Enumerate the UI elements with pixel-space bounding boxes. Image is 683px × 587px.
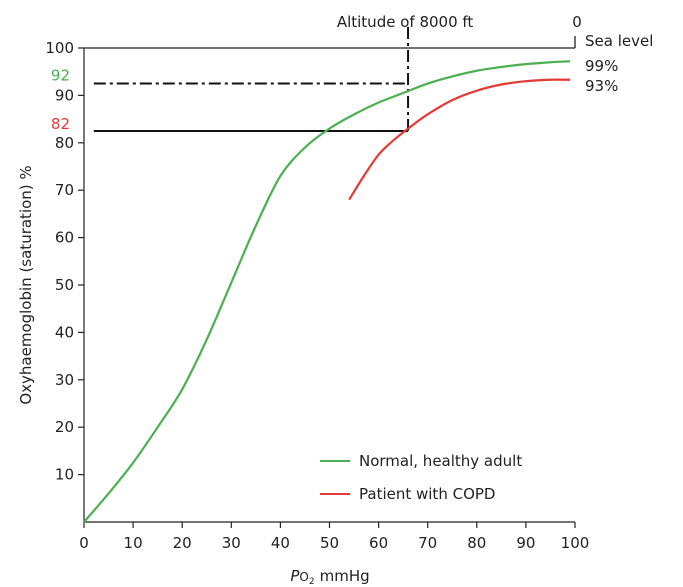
normal-altitude-value-label: 92 (51, 67, 70, 85)
y-tick-label: 90 (55, 86, 74, 104)
y-tick-label: 100 (45, 39, 74, 57)
series (83, 60, 571, 523)
legend-label-copd: Patient with COPD (359, 485, 495, 503)
x-tick-label: 50 (320, 534, 339, 552)
x-tick-label: 10 (124, 534, 143, 552)
y-tick-label: 50 (55, 276, 74, 294)
x-tick-label: 60 (369, 534, 388, 552)
y-tick-label: 70 (55, 181, 74, 199)
legend-label-normal: Normal, healthy adult (359, 452, 522, 470)
y-tick-label: 80 (55, 134, 74, 152)
altitude-label: Altitude of 8000 ft (337, 13, 474, 31)
y-tick-label: 30 (55, 371, 74, 389)
x-tick-label: 30 (222, 534, 241, 552)
normal-end-value-label: 99% (585, 57, 618, 75)
x-tick-label: 0 (79, 534, 89, 552)
y-tick-label: 20 (55, 418, 74, 436)
x-tick-label: 20 (173, 534, 192, 552)
x-tick-label: 70 (418, 534, 437, 552)
y-tick-label: 40 (55, 323, 74, 341)
x-axis-title: PO2 mmHg (290, 567, 369, 587)
y-tick-label: 60 (55, 229, 74, 247)
x-tick-label: 90 (516, 534, 535, 552)
copd-altitude-value-label: 82 (51, 115, 70, 133)
sea-level-label: Sea level (585, 32, 653, 50)
y-axis-title: Oxyhaemoglobin (saturation) % (17, 165, 35, 404)
sea-level-zero-label: 0 (572, 13, 582, 31)
x-tick-label: 100 (561, 534, 590, 552)
x-axis-title-subscript: 2 (309, 577, 315, 587)
x-axis-title-sub: O (299, 570, 308, 584)
legend: Normal, healthy adult Patient with COPD (320, 452, 522, 503)
x-tick-label: 40 (271, 534, 290, 552)
series-line-normal (83, 60, 571, 523)
x-ticks: 0 10 20 30 40 50 60 70 80 90 100 (79, 522, 589, 552)
y-tick-label: 10 (55, 466, 74, 484)
axes (83, 47, 575, 523)
x-axis-title-var: P (290, 567, 300, 585)
x-axis-title-unit: mmHg (320, 567, 370, 585)
annotations: Altitude of 8000 ft 0 Sea level 99% 93% … (51, 13, 653, 133)
altitude-reference-lines (93, 27, 576, 132)
y-ticks: 10 20 30 40 50 60 70 80 90 100 (45, 39, 84, 484)
series-line-copd (348, 78, 571, 201)
copd-end-value-label: 93% (585, 77, 618, 95)
x-tick-label: 80 (467, 534, 486, 552)
